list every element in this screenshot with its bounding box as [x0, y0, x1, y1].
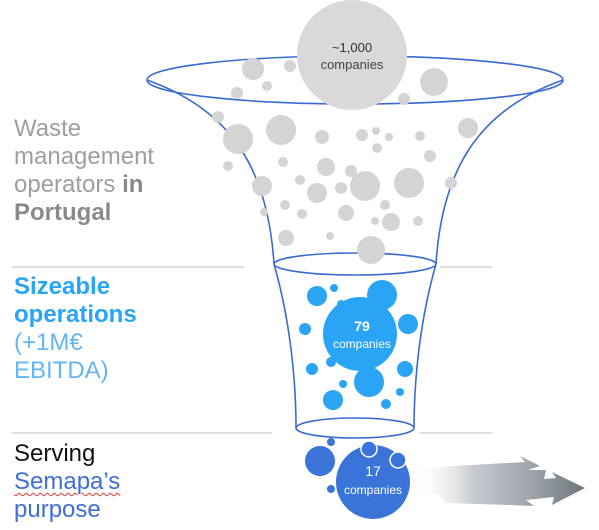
dark-blue-bubble — [327, 485, 335, 493]
blue-bubble — [323, 390, 343, 410]
grey-bubble — [278, 230, 294, 246]
top-stage-count: ~1,000 — [332, 40, 372, 55]
grey-bubble — [295, 175, 305, 185]
grey-bubble — [445, 177, 457, 189]
grey-bubble — [380, 200, 390, 210]
blue-bubble — [299, 323, 311, 335]
grey-bubble — [284, 60, 296, 72]
label-waste-line-3: operators in — [14, 171, 154, 199]
label-serving-line-3: purpose — [14, 496, 101, 523]
grey-bubble — [266, 115, 296, 145]
grey-bubble — [424, 150, 436, 162]
top-stage-bubble — [297, 0, 407, 110]
label-sizeable-line-2: operations — [14, 301, 137, 328]
funnel-top-left-wall — [146, 79, 275, 265]
label-sizeable-line-4: EBITDA) — [14, 357, 109, 384]
bottom-stage-count: 17 — [365, 463, 381, 479]
progress-arrow — [412, 456, 585, 506]
grey-bubble — [345, 165, 357, 177]
grey-bubble — [317, 158, 335, 176]
label-serving-purpose: Serving Semapa’s purpose — [14, 440, 120, 524]
grey-bubbles — [212, 58, 478, 264]
grey-bubble — [338, 205, 354, 221]
top-stage-unit: companies — [321, 57, 384, 72]
label-waste-line-3-plain: operators — [14, 171, 123, 198]
blue-bubble — [381, 399, 391, 409]
grey-bubble — [372, 143, 382, 153]
label-sizeable-line-1: Sizeable — [14, 273, 111, 300]
middle-stage-unit: companies — [333, 337, 391, 351]
grey-bubble — [458, 118, 478, 138]
grey-bubble — [252, 176, 272, 196]
funnel-bottom-rim — [295, 417, 415, 439]
dark-blue-bubble — [305, 446, 335, 476]
blue-bubble — [330, 284, 338, 292]
label-waste-line-2: management — [14, 143, 155, 170]
blue-bubble — [398, 314, 418, 334]
dark-blue-bubble — [360, 440, 378, 458]
label-waste-line-1: Waste — [14, 115, 82, 142]
blue-bubble — [339, 380, 347, 388]
grey-bubble — [307, 183, 327, 203]
grey-bubble — [385, 133, 393, 141]
blue-bubble — [306, 363, 318, 375]
grey-bubble — [357, 236, 385, 264]
grey-bubble — [356, 129, 368, 141]
grey-bubble — [413, 216, 423, 226]
grey-bubble — [326, 232, 334, 240]
light-blue-bubbles — [299, 280, 418, 410]
funnel-middle-left-wall — [273, 263, 297, 429]
grey-bubble — [242, 58, 264, 80]
label-waste-operators: Waste management operators in Portugal — [14, 115, 154, 227]
grey-bubble — [278, 157, 288, 167]
grey-bubble — [262, 81, 272, 91]
funnel-top-right-wall — [435, 79, 564, 265]
funnel-middle-right-wall — [413, 263, 437, 429]
funnel-middle-rim — [273, 252, 437, 276]
grey-bubble — [371, 217, 379, 225]
grey-bubble — [335, 182, 347, 194]
blue-bubble — [354, 367, 384, 397]
grey-bubble — [223, 161, 233, 171]
grey-bubble — [297, 209, 307, 219]
dark-blue-bubble — [389, 451, 407, 469]
label-serving-line-2: Semapa’s — [14, 468, 121, 495]
grey-bubble — [420, 68, 448, 96]
grey-bubble — [280, 200, 290, 210]
blue-bubble — [397, 361, 413, 377]
dark-blue-bubbles — [305, 438, 410, 519]
grey-bubble — [394, 168, 424, 198]
label-sizeable-line-3: (+1M€ — [14, 329, 83, 356]
grey-bubble — [382, 213, 400, 231]
middle-stage-bubble — [323, 297, 397, 371]
label-sizeable-operations: Sizeable operations (+1M€ EBITDA) — [14, 273, 137, 385]
grey-bubble — [372, 127, 380, 135]
grey-bubble — [231, 87, 243, 99]
label-serving-line-1: Serving — [14, 440, 96, 467]
grey-bubble — [212, 111, 224, 123]
blue-bubble — [396, 388, 404, 396]
grey-bubble — [260, 208, 268, 216]
label-waste-line-4: Portugal — [14, 199, 112, 226]
bottom-stage-unit: companies — [344, 483, 402, 497]
grey-bubble — [415, 131, 425, 141]
blue-bubble — [307, 286, 327, 306]
grey-bubble — [315, 130, 329, 144]
grey-bubble — [398, 93, 410, 105]
grey-bubble — [223, 124, 253, 154]
dark-blue-bubble — [327, 438, 335, 446]
grey-bubble — [350, 171, 380, 201]
middle-stage-count: 79 — [354, 318, 370, 334]
label-waste-line-3-strong: in — [122, 171, 144, 198]
